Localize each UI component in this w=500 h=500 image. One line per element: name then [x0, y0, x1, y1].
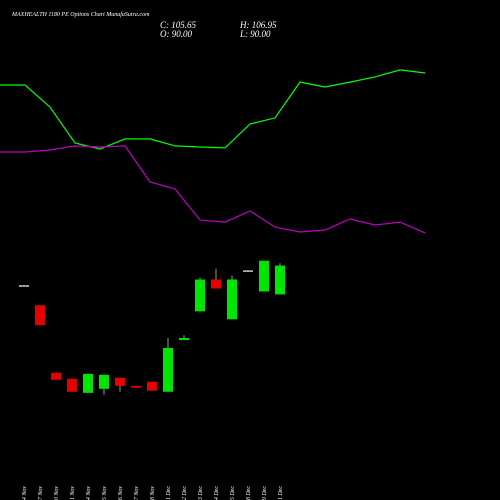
x-tick-label: 14 Nov: [21, 486, 28, 500]
x-tick-label: 02 Dec: [182, 486, 188, 500]
candle-body: [211, 279, 221, 289]
x-tick-label: 21 Nov: [70, 486, 76, 500]
candle-body: [243, 270, 253, 272]
candle-body: [275, 265, 285, 295]
candle-body: [19, 285, 29, 287]
x-tick-label: 03 Dec: [198, 486, 204, 500]
candle-body: [51, 372, 61, 380]
candle-body: [83, 373, 93, 393]
candle-body: [35, 305, 45, 326]
x-tick-label: 09 Dec: [262, 486, 268, 500]
x-tick-label: 04 Dec: [213, 486, 220, 500]
x-tick-label: 17 Nov: [38, 486, 44, 500]
x-tick-label: 20 Nov: [54, 486, 60, 500]
x-tick-label: 25 Nov: [102, 486, 108, 500]
chart-title: MAXHEALTH 1180 PE Options Chart MunafaSu…: [11, 11, 150, 18]
indicator-line: [0, 145, 426, 234]
indicator-line: [0, 69, 426, 150]
x-tick-label: 11 Dec: [278, 486, 284, 500]
x-tick-label: 27 Nov: [134, 486, 140, 500]
info-low: L: 90.00: [239, 29, 271, 39]
candle-body: [259, 260, 269, 292]
info-open: O: 90.00: [160, 29, 192, 39]
candle-body: [195, 279, 205, 312]
candle-body: [99, 374, 109, 389]
x-tick-label: 24 Nov: [85, 486, 92, 500]
candle-body: [179, 338, 189, 341]
candle-body: [227, 279, 237, 320]
x-tick-label: 01 Dec: [166, 486, 172, 500]
info-close: C: 105.65: [160, 20, 197, 30]
x-tick-label: 26 Nov: [118, 486, 124, 500]
candle-body: [67, 378, 77, 392]
x-tick-label: 28 Nov: [150, 486, 156, 500]
x-tick-label: 08 Dec: [246, 486, 252, 500]
info-high: H: 106.95: [239, 20, 277, 30]
candle-body: [147, 381, 157, 391]
candle-body: [115, 377, 125, 386]
x-tick-label: 05 Dec: [230, 486, 236, 500]
candle-body: [131, 385, 141, 388]
candle-body: [163, 347, 173, 392]
